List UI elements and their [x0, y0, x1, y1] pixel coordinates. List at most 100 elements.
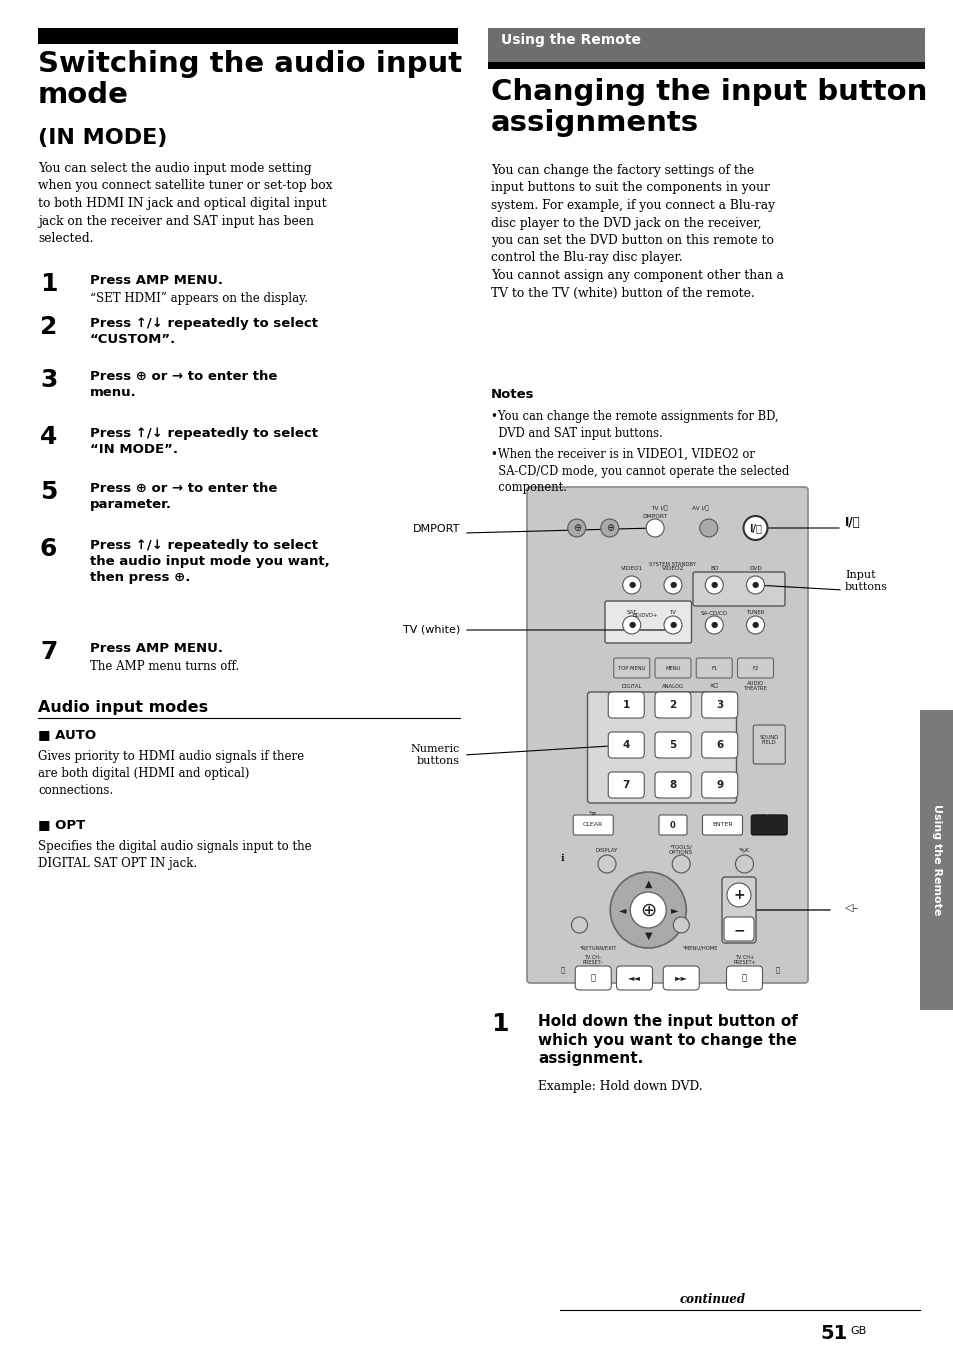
- Text: *MENU/HOME: *MENU/HOME: [682, 945, 718, 950]
- Text: F2: F2: [752, 665, 758, 671]
- Text: ▲: ▲: [644, 879, 651, 890]
- FancyBboxPatch shape: [726, 965, 761, 990]
- Circle shape: [645, 519, 663, 537]
- Text: ANALOG: ANALOG: [661, 684, 683, 688]
- Text: ◁–: ◁–: [844, 903, 859, 913]
- FancyBboxPatch shape: [608, 772, 643, 798]
- FancyBboxPatch shape: [701, 815, 741, 836]
- Text: 4: 4: [40, 425, 57, 449]
- Text: 7: 7: [622, 780, 629, 790]
- FancyBboxPatch shape: [573, 815, 613, 836]
- Text: DIGITAL: DIGITAL: [621, 684, 641, 688]
- FancyBboxPatch shape: [753, 725, 784, 764]
- Text: SA-CD/CD: SA-CD/CD: [700, 611, 727, 615]
- Text: Press AMP MENU.: Press AMP MENU.: [90, 642, 223, 654]
- Circle shape: [745, 617, 763, 634]
- Text: continued: continued: [679, 1293, 745, 1306]
- Bar: [919, 710, 953, 1010]
- Bar: [488, 62, 924, 69]
- FancyBboxPatch shape: [692, 572, 784, 606]
- Circle shape: [571, 917, 587, 933]
- FancyBboxPatch shape: [701, 772, 737, 798]
- Text: DISPLAY: DISPLAY: [596, 848, 618, 853]
- Text: ▼: ▼: [644, 932, 651, 941]
- Circle shape: [735, 854, 753, 873]
- Text: TOP MENU: TOP MENU: [618, 665, 645, 671]
- FancyBboxPatch shape: [655, 658, 690, 677]
- FancyBboxPatch shape: [616, 965, 652, 990]
- Circle shape: [672, 854, 690, 873]
- Text: BD: BD: [709, 566, 718, 572]
- Circle shape: [699, 519, 717, 537]
- Text: You can change the factory settings of the
input buttons to suit the components : You can change the factory settings of t…: [491, 164, 783, 300]
- Text: ℹ: ℹ: [560, 853, 564, 863]
- Text: TV CH–
PRESET–: TV CH– PRESET–: [582, 955, 603, 965]
- Text: 5: 5: [40, 480, 57, 504]
- Text: TV: TV: [669, 611, 676, 615]
- FancyBboxPatch shape: [723, 917, 753, 941]
- Text: ■ OPT: ■ OPT: [38, 818, 85, 831]
- Text: 2: 2: [669, 700, 676, 710]
- FancyBboxPatch shape: [659, 815, 686, 836]
- FancyBboxPatch shape: [721, 877, 755, 942]
- Text: ◄: ◄: [618, 904, 625, 915]
- Circle shape: [663, 576, 681, 594]
- Bar: [38, 28, 457, 45]
- Text: Notes: Notes: [491, 388, 534, 402]
- FancyBboxPatch shape: [655, 772, 690, 798]
- Text: (IN MODE): (IN MODE): [38, 128, 167, 147]
- FancyBboxPatch shape: [737, 658, 773, 677]
- Text: BD/DVD+: BD/DVD+: [632, 612, 658, 618]
- Text: 3: 3: [40, 368, 57, 392]
- Circle shape: [610, 872, 685, 948]
- Text: ●: ●: [710, 580, 717, 589]
- Text: Switching the audio input
mode: Switching the audio input mode: [38, 50, 461, 110]
- Text: Using the Remote: Using the Remote: [500, 32, 640, 47]
- Text: DMPORT: DMPORT: [642, 514, 667, 519]
- Text: “SET HDMI” appears on the display.: “SET HDMI” appears on the display.: [90, 292, 308, 306]
- Text: ◄◄: ◄◄: [627, 973, 640, 983]
- Text: ⊕: ⊕: [605, 523, 613, 533]
- Circle shape: [742, 516, 767, 539]
- Text: 9: 9: [716, 780, 722, 790]
- Text: Press ↑/↓ repeatedly to select
“CUSTOM”.: Press ↑/↓ repeatedly to select “CUSTOM”.: [90, 316, 317, 346]
- Text: AV I/⏻: AV I/⏻: [691, 506, 708, 511]
- Text: *RETURN/EXIT: *RETURN/EXIT: [579, 945, 617, 950]
- Text: Input
buttons: Input buttons: [844, 569, 887, 592]
- Text: I/⏻: I/⏻: [844, 516, 860, 530]
- FancyBboxPatch shape: [655, 731, 690, 758]
- Text: SAT: SAT: [626, 611, 637, 615]
- FancyBboxPatch shape: [662, 965, 699, 990]
- Text: Press ↑/↓ repeatedly to select
the audio input mode you want,
then press ⊕.: Press ↑/↓ repeatedly to select the audio…: [90, 539, 330, 584]
- Text: TV (white): TV (white): [402, 625, 459, 635]
- Text: 0: 0: [669, 821, 675, 830]
- Circle shape: [598, 854, 616, 873]
- FancyBboxPatch shape: [608, 731, 643, 758]
- Text: AUDIO
THEATRE: AUDIO THEATRE: [742, 680, 766, 691]
- Text: F1: F1: [710, 665, 717, 671]
- Text: 1: 1: [40, 272, 57, 296]
- Circle shape: [704, 576, 722, 594]
- Text: ●: ●: [627, 580, 635, 589]
- Text: TV CH+
PRESET+: TV CH+ PRESET+: [732, 955, 755, 965]
- FancyBboxPatch shape: [750, 815, 786, 836]
- Text: You can select the audio input mode setting
when you connect satellite tuner or : You can select the audio input mode sett…: [38, 162, 333, 245]
- Text: +: +: [733, 888, 744, 902]
- Text: ⎕: ⎕: [775, 967, 779, 973]
- FancyBboxPatch shape: [604, 602, 691, 644]
- Text: 1: 1: [491, 1013, 508, 1036]
- Text: *ђK: *ђK: [739, 848, 749, 853]
- Text: 2: 2: [40, 315, 57, 339]
- Text: •You can change the remote assignments for BD,
  DVD and SAT input buttons.: •You can change the remote assignments f…: [491, 410, 778, 439]
- Text: Press ↑/↓ repeatedly to select
“IN MODE”.: Press ↑/↓ repeatedly to select “IN MODE”…: [90, 427, 317, 456]
- FancyBboxPatch shape: [701, 692, 737, 718]
- Circle shape: [600, 519, 618, 537]
- Text: ●: ●: [627, 621, 635, 630]
- Text: SYSTEM STANDBY: SYSTEM STANDBY: [649, 561, 696, 566]
- FancyBboxPatch shape: [655, 692, 690, 718]
- FancyBboxPatch shape: [701, 731, 737, 758]
- Text: Gives priority to HDMI audio signals if there
are both digital (HDMI and optical: Gives priority to HDMI audio signals if …: [38, 750, 304, 796]
- Text: 6: 6: [716, 740, 722, 750]
- FancyBboxPatch shape: [526, 487, 807, 983]
- Text: Audio input modes: Audio input modes: [38, 700, 208, 715]
